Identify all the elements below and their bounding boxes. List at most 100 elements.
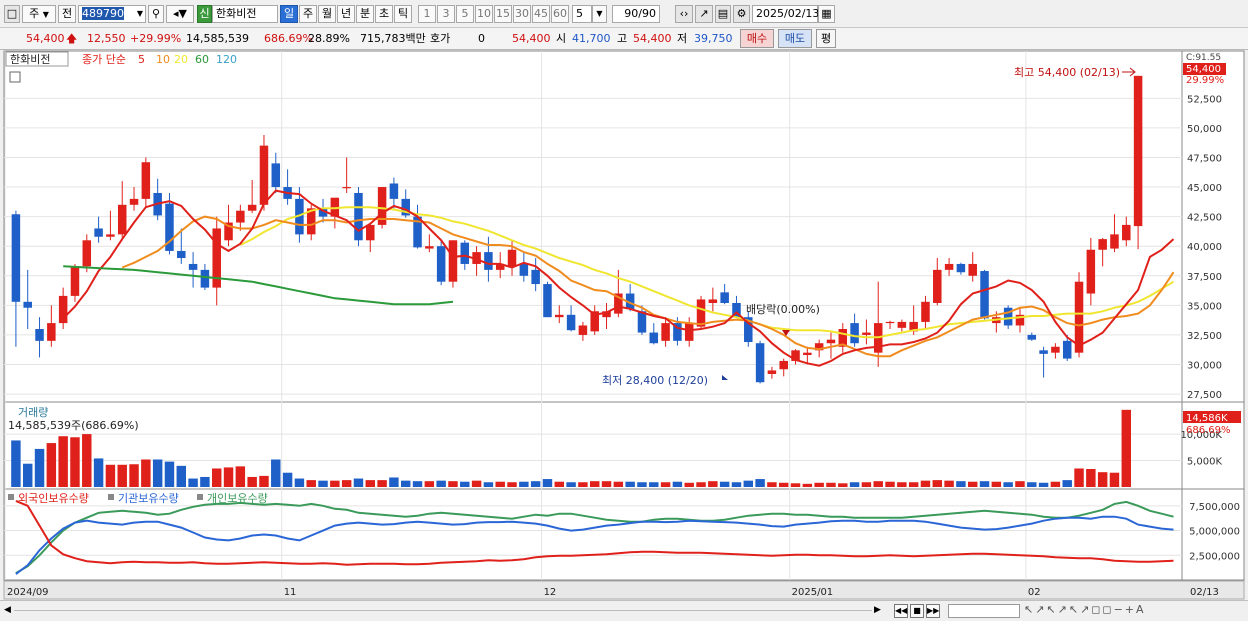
- volume-bar: [1074, 468, 1084, 487]
- low-label: 저: [677, 32, 688, 45]
- candle-body: [933, 269, 942, 303]
- volume-bar: [743, 480, 754, 487]
- scrollbar-track[interactable]: [14, 610, 872, 611]
- volume-bar: [696, 482, 706, 487]
- low-price: 39,750: [694, 32, 733, 45]
- candle-body: [968, 263, 977, 276]
- candle-body: [425, 246, 434, 249]
- gear-icon[interactable]: ⚙: [733, 5, 750, 23]
- candle-body: [318, 208, 328, 217]
- volume-bar: [211, 468, 222, 487]
- sell-button[interactable]: 매도: [778, 29, 812, 48]
- volume-bar: [294, 478, 305, 487]
- tab-3[interactable]: 년: [337, 5, 355, 23]
- candle-body: [1110, 234, 1119, 249]
- forward-icon[interactable]: ▶▶: [926, 604, 940, 618]
- interval-input[interactable]: 5: [572, 5, 592, 23]
- last-price-badge: [1183, 63, 1226, 75]
- candle-body: [11, 214, 21, 302]
- chart-tools-icon[interactable]: ‹›: [675, 5, 693, 23]
- chart-area[interactable]: 27,500 30,000 32,500 35,000 37,500 40,000 42,5…: [0, 50, 1248, 621]
- volume-bar: [1062, 480, 1072, 487]
- rewind-icon[interactable]: ◀◀: [894, 604, 908, 618]
- tab-4[interactable]: 분: [356, 5, 374, 23]
- scroll-right-icon[interactable]: ▶: [874, 605, 881, 615]
- candle-body: [1098, 239, 1107, 250]
- volume-bar: [412, 481, 423, 487]
- dividend-annotation: 배당락(0.00%): [746, 303, 820, 316]
- volume-bar: [117, 464, 127, 487]
- legend-ma-5: 5: [138, 53, 145, 66]
- period-select[interactable]: 주 ▼: [22, 5, 56, 23]
- candle-body: [602, 311, 611, 318]
- scroll-left-icon[interactable]: ◀: [4, 605, 11, 615]
- interval-button-3[interactable]: 3: [437, 5, 455, 23]
- candle-body: [791, 350, 800, 361]
- tab-5[interactable]: 초: [375, 5, 393, 23]
- x-tick-label: 11: [284, 587, 297, 598]
- stop-icon[interactable]: ■: [910, 604, 924, 618]
- candle-body: [35, 329, 44, 341]
- volume-summary: 14,585,539주(686.69%): [8, 419, 139, 432]
- chevron-down-icon[interactable]: ▼: [592, 5, 607, 23]
- volume-bar: [1097, 472, 1108, 487]
- tab-1[interactable]: 주: [299, 5, 317, 23]
- buy-button[interactable]: 매수: [740, 29, 774, 48]
- candle-body: [224, 222, 233, 241]
- volume-bar: [34, 448, 45, 487]
- tab-6[interactable]: 틱: [394, 5, 412, 23]
- interval-button-10[interactable]: 10: [475, 5, 493, 23]
- candle-body: [200, 269, 210, 288]
- candle-body: [117, 204, 127, 235]
- candle-body: [838, 329, 848, 347]
- date-field[interactable]: 2025/02/13: [752, 5, 819, 23]
- avg-button[interactable]: 평: [816, 29, 836, 48]
- grid-toggle-icon: [9, 71, 21, 83]
- volume-bar: [790, 483, 801, 487]
- holding-legend-2: 개인보유수량: [207, 492, 268, 505]
- interval-button-30[interactable]: 30: [513, 5, 531, 23]
- interval-button-60[interactable]: 60: [551, 5, 569, 23]
- candle-body: [129, 198, 139, 205]
- candle-body: [755, 343, 765, 383]
- volume-bar: [554, 481, 565, 487]
- volume-bar: [448, 481, 458, 487]
- window-menu-icon[interactable]: □: [4, 5, 20, 23]
- volume-tick-label: 10,000K: [1180, 430, 1222, 441]
- save-icon[interactable]: ▤: [715, 5, 731, 23]
- candle-body: [23, 301, 32, 308]
- candle-body: [980, 271, 989, 319]
- candle-body: [1062, 340, 1072, 359]
- speaker-icon[interactable]: ◂▼: [166, 5, 194, 23]
- stock-name-field[interactable]: 한화비전: [212, 5, 278, 23]
- zoom-slider[interactable]: [948, 604, 1020, 618]
- candle-body: [377, 187, 387, 225]
- interval-button-1[interactable]: 1: [418, 5, 436, 23]
- volume-bar: [838, 483, 848, 487]
- stock-code-input[interactable]: 489790 ▼: [78, 5, 146, 23]
- y-axis-background: [1181, 50, 1245, 581]
- candle-body: [106, 234, 115, 237]
- x-axis-background: [3, 580, 1245, 600]
- volume-bar: [129, 464, 139, 487]
- candle-body: [897, 321, 907, 328]
- hoga-label: 호가: [430, 32, 451, 45]
- price-tick-label: 40,000: [1187, 242, 1222, 253]
- price-tick-label: 35,000: [1187, 301, 1222, 312]
- draw-icon[interactable]: ↗: [695, 5, 713, 23]
- x-tick-label: 2025/01: [792, 587, 834, 598]
- stock-chart[interactable]: 27,500 30,000 32,500 35,000 37,500 40,000 42,5…: [0, 50, 1248, 600]
- interval-button-5[interactable]: 5: [456, 5, 474, 23]
- tab-0[interactable]: 일: [280, 5, 298, 23]
- candle-body: [271, 163, 281, 188]
- interval-button-15[interactable]: 15: [494, 5, 512, 23]
- count-field[interactable]: 90/90: [612, 5, 660, 23]
- high-annotation: 최고 54,400 (02/13): [1014, 66, 1120, 79]
- tab-2[interactable]: 월: [318, 5, 336, 23]
- prev-button[interactable]: 전: [58, 5, 76, 23]
- interval-button-45[interactable]: 45: [532, 5, 550, 23]
- volume-bar: [1027, 482, 1037, 487]
- chart-style-icons[interactable]: ↖↗↖↗↖↗◻◻−+A: [1024, 603, 1146, 616]
- calendar-icon[interactable]: ▦: [818, 5, 835, 23]
- search-icon[interactable]: ⚲: [148, 5, 164, 23]
